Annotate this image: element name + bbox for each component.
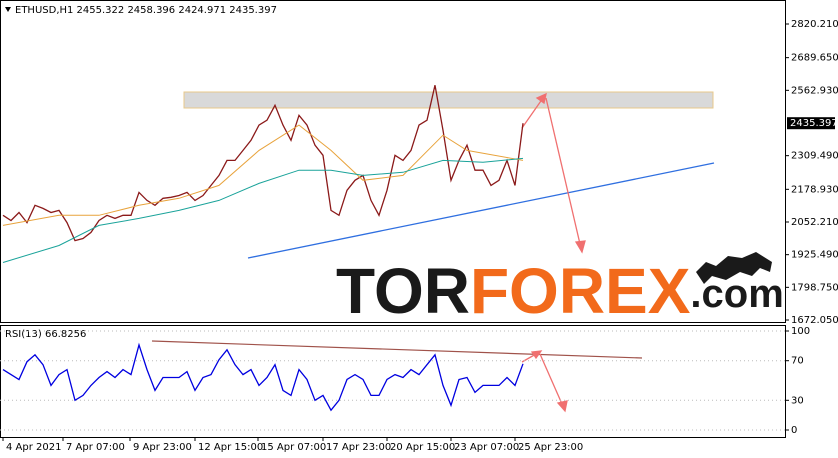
arrow-down [539,353,563,405]
y-tick-label: 2309.490 [791,151,838,162]
x-tick-label: 23 Apr 07:00 [454,442,519,453]
y-tick-label: 2820.210 [791,19,838,30]
y-tick-label: 30 [791,395,804,406]
arrow-head [535,92,547,105]
series-line [2,157,524,263]
arrow-head [574,240,586,254]
arrow-up [521,97,544,129]
x-tick-label: 20 Apr 15:00 [390,442,455,453]
y-tick-label: 0 [791,425,797,436]
y-tick-label: 2562.930 [791,85,838,96]
x-tick-label: 15 Apr 07:00 [261,442,326,453]
series-line [2,85,524,242]
logo-tor: TOR [336,255,470,327]
arrow-head [530,350,543,360]
y-tick-label: 100 [791,326,810,337]
forecast-arrows [521,92,586,254]
x-tick-label: 12 Apr 15:00 [198,442,263,453]
series-line [2,124,524,226]
price-panel [0,0,786,323]
logo-bull [696,252,772,284]
last-price-box [787,117,835,130]
y-tick-label: 2689.650 [791,53,838,64]
y-tick-label: 2052.210 [791,217,838,228]
x-tick-label: 25 Apr 23:00 [518,442,583,453]
x-tick-label: 7 Apr 07:00 [66,442,125,453]
rsi-trendline [151,340,643,359]
series-line [2,342,524,412]
symbol-line: ETHUSD,H1 2455.322 2458.396 2424.971 243… [15,5,277,16]
logo-forex: FOREX [470,255,691,327]
header-icon [5,7,11,12]
last-price-label: 2435.397 [790,118,838,129]
y-tick-label: 1925.490 [791,250,838,261]
y-tick-label: 1798.750 [791,282,838,293]
arrow-head [556,400,568,413]
y-tick-label: 70 [791,356,804,367]
y-tick-label: 1672.050 [791,315,838,326]
x-tick-label: 4 Apr 2021 [6,442,61,453]
support-trendline [247,162,715,259]
x-tick-label: 17 Apr 23:00 [326,442,391,453]
rsi-panel [0,325,786,438]
arrow-down [545,97,581,245]
y-tick-label: 2178.930 [791,184,838,195]
x-tick-label: 9 Apr 23:00 [133,442,192,453]
resistance-zone [183,91,714,109]
rsi-title: RSI(13) 66.8256 [5,329,86,340]
